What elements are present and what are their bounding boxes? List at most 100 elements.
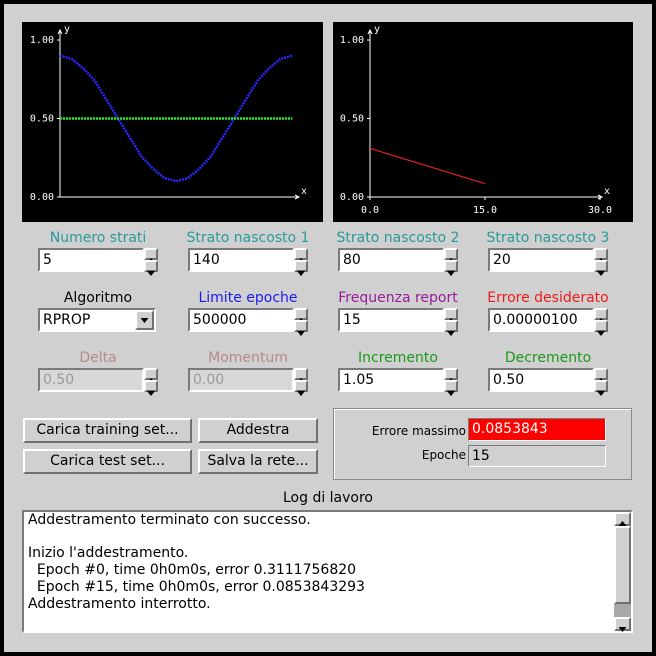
x-tick-label: 30.0 <box>588 205 612 216</box>
chart: y x 0.00 0.50 1.00 0.0 15.0 30.0 <box>333 22 633 222</box>
status-group <box>333 408 632 480</box>
arrow <box>147 391 155 396</box>
input-field[interactable]: 5 <box>38 248 144 272</box>
y-tick-label: 0.00 <box>30 192 54 203</box>
combo-arrow[interactable] <box>135 310 154 330</box>
spin-down[interactable] <box>294 260 308 276</box>
y-axis-label: y <box>64 24 70 35</box>
x-axis-label: x <box>301 186 307 197</box>
field-label: Numero strati <box>49 230 147 246</box>
axis-arrow <box>597 194 604 200</box>
spin-down[interactable] <box>594 260 608 276</box>
spin-up[interactable] <box>294 308 308 323</box>
field-label: Strato nascosto 2 <box>336 230 460 246</box>
spin-up[interactable] <box>444 308 458 323</box>
button[interactable]: Salva la rete... <box>198 449 318 474</box>
input-field[interactable]: 500000 <box>188 308 294 332</box>
input-field[interactable]: 140 <box>188 248 294 272</box>
arrow <box>618 521 627 526</box>
button[interactable]: Addestra <box>198 418 318 443</box>
spin-down[interactable] <box>444 380 458 396</box>
arrow-icon <box>447 331 455 336</box>
axis-arrow <box>294 194 301 200</box>
arrow <box>597 331 605 336</box>
y-axis-label: y <box>374 24 380 35</box>
y-tick-label: 0.00 <box>340 192 364 203</box>
arrow <box>597 391 605 396</box>
x-axis-label: x <box>604 186 610 197</box>
arrow-icon <box>618 627 627 632</box>
spin-up[interactable] <box>294 368 308 383</box>
log-area[interactable] <box>22 510 633 633</box>
arrow-icon <box>618 521 627 526</box>
arrow <box>297 271 305 276</box>
field-label: Incremento <box>358 350 438 366</box>
input-field[interactable]: 20 <box>488 248 594 272</box>
log-line: Addestramento terminato con successo. <box>28 512 311 528</box>
button[interactable]: Carica test set... <box>23 449 192 474</box>
arrow <box>447 391 455 396</box>
input-field[interactable]: 1.05 <box>338 368 444 392</box>
input-field[interactable]: 80 <box>338 248 444 272</box>
scroll-up[interactable] <box>614 512 631 526</box>
spin-down[interactable] <box>444 320 458 336</box>
scroll-down[interactable] <box>614 617 631 632</box>
field-label: Strato nascosto 1 <box>186 230 310 246</box>
scroll-thumb[interactable] <box>614 526 631 604</box>
spin-down[interactable] <box>594 380 608 396</box>
spin-down[interactable] <box>144 260 158 276</box>
spin-up[interactable] <box>444 248 458 263</box>
status-label: Epoche <box>421 448 466 462</box>
y-tick-label: 0.50 <box>30 114 54 125</box>
button[interactable]: Carica training set... <box>23 418 192 443</box>
axis-arrow <box>367 28 373 35</box>
field-label: Frequenza report <box>338 290 458 306</box>
spin-down[interactable] <box>444 260 458 276</box>
log-line: Addestramento interrotto. <box>28 596 211 612</box>
field-label: Algoritmo <box>63 290 133 306</box>
arrow <box>618 627 627 632</box>
field-label: Decremento <box>504 350 592 366</box>
arrow <box>297 391 305 396</box>
arrow-icon <box>147 271 155 276</box>
spin-up[interactable] <box>594 308 608 323</box>
arrow-icon <box>597 391 605 396</box>
data-line <box>59 54 293 183</box>
arrow-icon <box>297 391 305 396</box>
epochs-field: 15 <box>468 445 606 467</box>
x-tick-label: 0.0 <box>361 205 379 216</box>
chart: y x 0.00 0.50 1.00 <box>22 22 323 222</box>
arrow-icon <box>140 318 149 323</box>
spin-up[interactable] <box>594 368 608 383</box>
field-label: Strato nascosto 3 <box>486 230 610 246</box>
input-field[interactable]: 0.50 <box>488 368 594 392</box>
max-error-field: 0.0853843 <box>468 418 606 441</box>
input-field: 0.50 <box>38 368 144 392</box>
spin-down[interactable] <box>294 380 308 396</box>
input-field[interactable]: 0.00000100 <box>488 308 594 332</box>
x-tick-label: 15.0 <box>473 205 497 216</box>
spin-up[interactable] <box>594 248 608 263</box>
arrow <box>447 271 455 276</box>
arrow-icon <box>297 271 305 276</box>
field-label: Momentum <box>208 350 288 366</box>
spin-up[interactable] <box>144 248 158 263</box>
arrow-icon <box>597 271 605 276</box>
input-field[interactable]: 15 <box>338 308 444 332</box>
y-tick-label: 0.50 <box>340 114 364 125</box>
y-tick-label: 1.00 <box>340 35 364 46</box>
data-line <box>369 147 486 185</box>
field-label: Delta <box>79 350 117 366</box>
log-line: Epoch #0, time 0h0m0s, error 0.311175682… <box>28 562 357 578</box>
log-title: Log di lavoro <box>282 490 373 506</box>
spin-down[interactable] <box>144 380 158 396</box>
input-field: 0.00 <box>188 368 294 392</box>
spin-down[interactable] <box>294 320 308 336</box>
spin-down[interactable] <box>594 320 608 336</box>
log-line: Epoch #15, time 0h0m0s, error 0.08538432… <box>28 579 365 595</box>
spin-up[interactable] <box>294 248 308 263</box>
log-line: Inizio l'addestramento. <box>28 545 189 561</box>
spin-up[interactable] <box>444 368 458 383</box>
spin-up[interactable] <box>144 368 158 383</box>
